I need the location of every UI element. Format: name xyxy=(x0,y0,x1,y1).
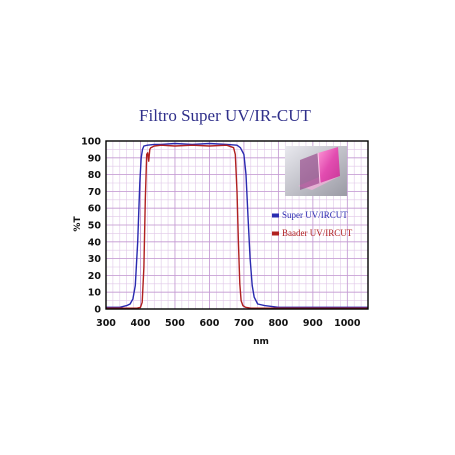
legend-label: Super UV/IRCUT xyxy=(282,210,348,220)
series-line-super-uv-ircut xyxy=(106,142,368,308)
x-tick-label: 600 xyxy=(199,318,219,329)
y-tick-label: 10 xyxy=(88,288,102,299)
y-tick-label: 40 xyxy=(88,237,102,248)
legend-swatch xyxy=(272,231,279,236)
filter-photo-image xyxy=(285,146,347,196)
chart-series xyxy=(106,142,368,309)
y-tick-label: 30 xyxy=(88,254,102,265)
legend-swatch xyxy=(272,213,279,218)
x-tick-label: 1000 xyxy=(334,318,361,329)
plot-frame xyxy=(105,140,369,310)
x-axis-label: nm xyxy=(253,337,269,347)
x-tick-label: 700 xyxy=(234,318,254,329)
legend: Super UV/IRCUT Baader UV/IRCUT xyxy=(272,210,353,238)
y-tick-label: 80 xyxy=(88,170,102,181)
y-tick-label: 60 xyxy=(88,204,102,215)
y-axis: 0 10 20 30 40 50 60 70 80 90 100 xyxy=(81,137,101,316)
x-axis: 300 400 500 600 700 800 900 1000 xyxy=(96,318,361,329)
series-line-baader-uv-ircut xyxy=(106,144,368,309)
legend-label: Baader UV/IRCUT xyxy=(282,228,353,238)
x-tick-label: 800 xyxy=(268,318,288,329)
x-tick-label: 500 xyxy=(165,318,185,329)
y-tick-label: 70 xyxy=(88,187,102,198)
y-tick-label: 90 xyxy=(88,153,102,164)
y-tick-label: 100 xyxy=(81,137,101,148)
y-tick-label: 20 xyxy=(88,271,102,282)
y-axis-label: %T xyxy=(73,216,83,232)
x-tick-label: 300 xyxy=(96,318,116,329)
chart-title: Filtro Super UV/IR-CUT xyxy=(139,106,312,125)
x-tick-label: 900 xyxy=(303,318,323,329)
x-tick-label: 400 xyxy=(131,318,151,329)
y-tick-label: 0 xyxy=(94,305,101,316)
y-tick-label: 50 xyxy=(88,221,102,232)
